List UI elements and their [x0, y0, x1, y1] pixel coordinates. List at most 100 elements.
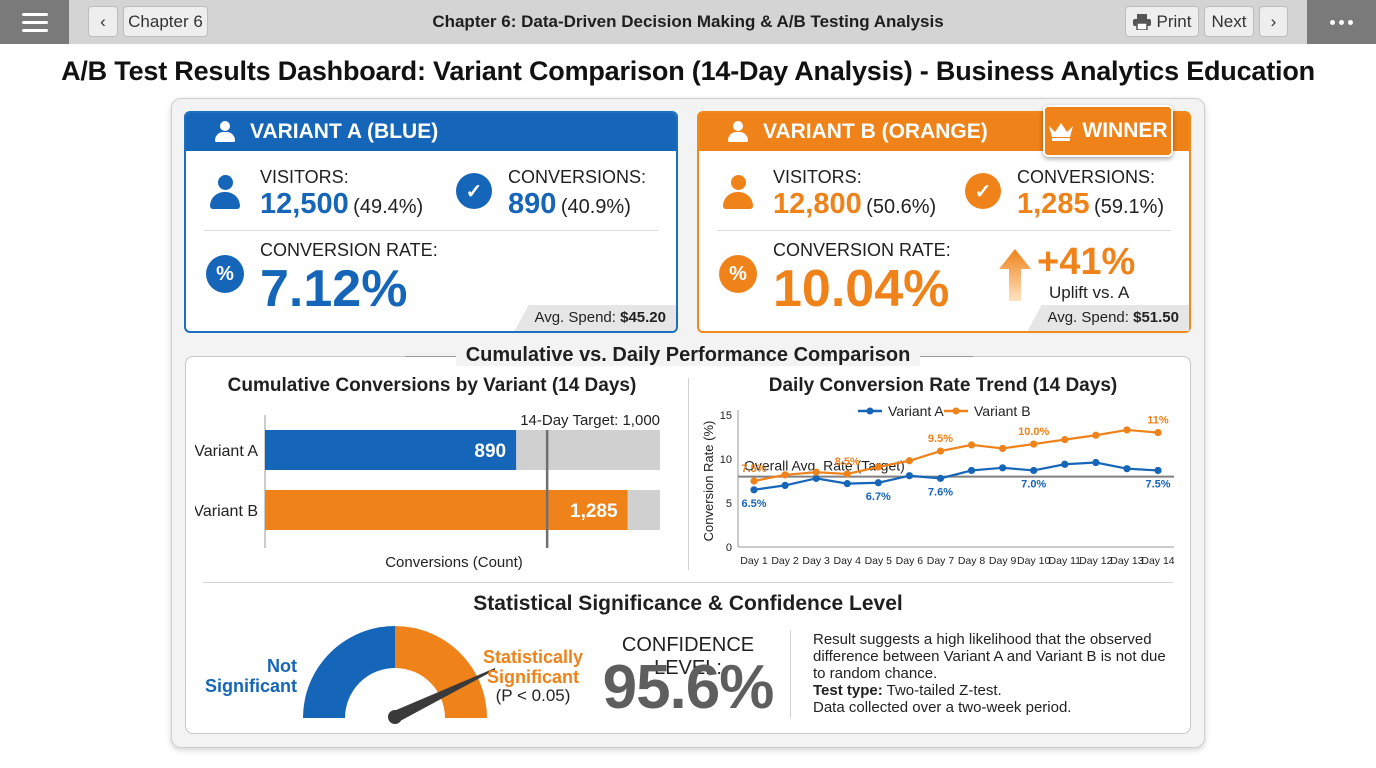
data-label: 10.0%	[1018, 426, 1049, 438]
daily-line-chart: 0 5 10 15 Conversion Rate (%) Day 1 Day 2 Day 3…	[701, 403, 1175, 567]
hamburger-menu-icon[interactable]	[0, 0, 69, 44]
conversions-label: CONVERSIONS:	[1017, 167, 1156, 187]
x-tick-label: Day 14	[1141, 555, 1174, 567]
series-line-variant-b	[753, 428, 1159, 483]
winner-badge: WINNER	[1043, 105, 1173, 157]
conversions-value: 1,285	[1017, 188, 1090, 220]
rate-label: CONVERSION RATE:	[773, 240, 951, 260]
checkmark-icon: ✓	[456, 173, 492, 209]
data-point	[1123, 426, 1131, 434]
note-text: Result suggests a high likelihood that t…	[813, 631, 1166, 682]
note-separator	[790, 630, 791, 718]
y-axis-label: Conversion Rate (%)	[701, 421, 716, 542]
avg-spend: Avg. Spend: $45.20	[514, 305, 676, 331]
data-point	[967, 466, 976, 475]
card-divider	[717, 230, 1171, 231]
significance-title: Statistical Significance & Confidence Le…	[473, 592, 903, 615]
bar-value-label: 890	[474, 441, 506, 462]
x-tick-label: Day 9	[989, 555, 1017, 567]
legend-marker	[952, 407, 960, 415]
bar-x-axis-label: Conversions (Count)	[385, 554, 523, 571]
winner-label: WINNER	[1082, 119, 1168, 142]
data-label: 6.5%	[741, 498, 766, 510]
document-title: Chapter 6: Data-Driven Decision Making &…	[432, 12, 944, 31]
data-point	[967, 441, 976, 449]
uplift-label: Uplift vs. A	[1049, 283, 1130, 302]
crown-icon	[1049, 123, 1074, 141]
significant-label: Statistically Significant	[482, 647, 584, 687]
x-tick-label: Day 12	[1079, 555, 1112, 567]
back-chapter-label: Chapter 6	[128, 11, 203, 31]
conversions-pct: (40.9%)	[560, 196, 631, 218]
next-button[interactable]: Next	[1204, 6, 1254, 37]
data-point	[999, 444, 1007, 453]
data-point	[936, 447, 945, 455]
percent-icon: %	[206, 255, 244, 293]
data-label: 7.5%	[1145, 478, 1170, 490]
data-label: 7.6%	[928, 486, 953, 498]
y-tick-label: 0	[726, 542, 732, 554]
top-toolbar: ‹ Chapter 6 Chapter 6: Data-Driven Decis…	[0, 0, 1376, 44]
data-point	[1154, 466, 1162, 475]
data-label: 11%	[1147, 415, 1169, 427]
target-label: 14-Day Target: 1,000	[520, 412, 660, 429]
back-chapter-button[interactable]: Chapter 6	[123, 6, 208, 37]
visitors-value: 12,500	[260, 188, 349, 220]
rate-value: 10.04%	[773, 260, 950, 318]
bar-category-label: Variant A	[195, 443, 258, 460]
x-tick-label: Day 1	[740, 555, 768, 567]
rate-value: 7.12%	[260, 260, 408, 318]
bar-category-label: Variant B	[195, 503, 258, 520]
confidence-label: CONFIDENCE LEVEL:	[621, 634, 755, 679]
visitors-label: VISITORS:	[260, 167, 349, 187]
y-tick-label: 10	[720, 454, 732, 466]
data-point	[843, 470, 851, 478]
arrow-up-icon	[999, 249, 1031, 301]
printer-icon	[1132, 13, 1151, 30]
x-tick-label: Day 7	[927, 555, 955, 567]
avg-spend-label: Avg. Spend:	[534, 309, 616, 326]
data-point	[874, 463, 882, 471]
percent-icon: %	[719, 255, 757, 293]
gauge-significant-arc	[395, 626, 487, 718]
cumulative-bar-chart: 890 Variant A 1,285 Variant B 14-Day Target:…	[195, 412, 660, 571]
cumulative-chart-title: Cumulative Conversions by Variant (14 Da…	[227, 375, 637, 396]
data-point	[1092, 431, 1100, 439]
user-icon	[727, 121, 749, 143]
bar-variant-b	[265, 490, 628, 530]
conversions-pct: (59.1%)	[1094, 196, 1165, 218]
data-point	[999, 464, 1007, 472]
chart-separator	[688, 378, 689, 570]
visitors-icon	[723, 175, 753, 211]
avg-spend-value: $45.20	[620, 309, 666, 326]
variant-b-rate: CONVERSION RATE: 10.04%	[773, 240, 951, 317]
data-point	[905, 472, 913, 480]
user-icon	[214, 121, 236, 143]
x-tick-label: Day 4	[834, 555, 862, 567]
performance-title-wrap: Cumulative vs. Daily Performance Compari…	[0, 344, 1376, 367]
data-point	[1030, 440, 1038, 448]
significance-gauge	[303, 626, 495, 724]
data-point	[1061, 460, 1069, 468]
legend-marker	[866, 407, 874, 415]
rate-label: CONVERSION RATE:	[260, 240, 438, 260]
test-type-label: Test type:	[813, 682, 883, 699]
legend-label: Variant B	[974, 403, 1031, 419]
result-note: Result suggests a high likelihood that t…	[813, 631, 1173, 716]
chevron-right-icon[interactable]: ›	[1259, 6, 1288, 37]
data-point	[750, 486, 758, 494]
variant-a-title: VARIANT A (BLUE)	[250, 120, 439, 143]
print-button[interactable]: Print	[1125, 6, 1199, 37]
data-label: 9.5%	[928, 433, 953, 445]
data-label: 6.7%	[866, 491, 891, 503]
x-tick-label: Day 8	[958, 555, 986, 567]
data-label: 8.5%	[835, 456, 860, 468]
bar-variant-a	[265, 430, 517, 470]
daily-chart-title: Daily Conversion Rate Trend (14 Days)	[768, 375, 1118, 396]
avg-spend: Avg. Spend: $51.50	[1027, 305, 1189, 331]
conversions-value: 890	[508, 188, 557, 220]
more-options-icon[interactable]	[1307, 0, 1376, 44]
chevron-left-icon[interactable]: ‹	[88, 6, 118, 37]
visitors-pct: (49.4%)	[353, 196, 424, 218]
variant-b-conversions: CONVERSIONS: 1,285 (59.1%)	[1017, 167, 1164, 221]
